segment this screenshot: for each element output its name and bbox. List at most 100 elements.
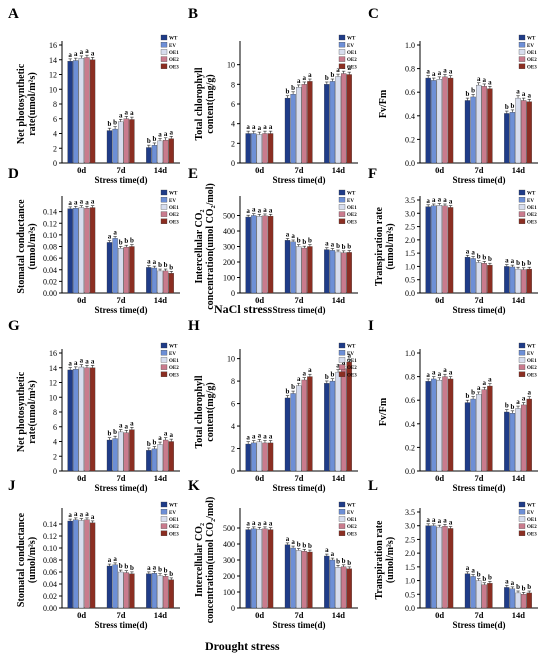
bar-OE2 xyxy=(262,133,268,164)
legend-label: EV xyxy=(347,199,354,204)
x-tick-label: 14d xyxy=(154,165,168,175)
legend-swatch xyxy=(160,63,168,69)
bar-OE1 xyxy=(78,58,85,164)
y-axis-label-line: rate(umol/m²s) xyxy=(27,72,38,136)
significance-letter: a xyxy=(74,359,78,367)
significance-letter: b xyxy=(152,439,156,447)
y-tick-label: 400 xyxy=(223,540,235,549)
bar-EV xyxy=(73,519,79,609)
bar-OE1 xyxy=(436,526,443,609)
legend-swatch xyxy=(518,211,526,217)
x-tick-label: 7d xyxy=(475,473,484,483)
significance-letter: a xyxy=(269,123,273,131)
y-tick-label: 0.12 xyxy=(43,219,57,228)
legend-swatch xyxy=(160,211,168,217)
bar-OE1 xyxy=(296,246,302,294)
bar-EV xyxy=(509,588,516,609)
significance-letter: a xyxy=(291,232,295,240)
legend-label: OE2 xyxy=(527,366,537,371)
bar-WT xyxy=(504,587,510,609)
bar-OE1 xyxy=(335,567,341,609)
bar-OE3 xyxy=(267,133,274,164)
legend-label: OE3 xyxy=(347,373,357,378)
bar-OE2 xyxy=(262,215,268,294)
x-axis-label: Stress time(d) xyxy=(94,483,147,493)
significance-letter: a xyxy=(347,64,351,72)
legend-label: OE3 xyxy=(347,65,357,70)
bar-OE3 xyxy=(168,441,174,472)
significance-letter: a xyxy=(258,206,262,214)
bar-WT xyxy=(504,113,510,164)
y-tick-label: 10 xyxy=(49,393,57,402)
legend-swatch xyxy=(160,189,168,196)
bar-WT xyxy=(67,369,73,472)
y-axis-label-line: Stomatal conductance xyxy=(16,199,27,294)
y-tick-label: 0.5 xyxy=(405,590,415,599)
legend-swatch xyxy=(338,501,346,508)
y-axis-label-line: concentration(umol CO₂/mol) xyxy=(205,497,216,624)
significance-letter: b xyxy=(527,259,531,267)
legend-swatch xyxy=(160,342,168,349)
panel-A: A 0 2 4 6 8 10 12 14 16 Net photosyntheticrate(umo… xyxy=(8,6,180,185)
y-axis-label: Transpiration rate(umol/m²s) xyxy=(374,520,396,600)
bar-EV xyxy=(470,258,476,294)
bar-EV xyxy=(251,528,257,609)
bar-OE2 xyxy=(442,526,448,609)
legend-swatch xyxy=(338,218,346,224)
bar-OE1 xyxy=(118,571,124,609)
y-axis-label-line: content(mg/g) xyxy=(205,382,216,441)
bar-EV xyxy=(112,564,118,609)
y-tick-label: 4 xyxy=(231,422,235,431)
significance-letter: b xyxy=(488,573,492,581)
significance-letter: a xyxy=(516,88,520,96)
significance-letter: a xyxy=(269,520,273,528)
x-tick-label: 0d xyxy=(255,165,264,175)
significance-letter: a xyxy=(449,198,453,206)
bar-EV xyxy=(112,128,118,164)
bar-OE3 xyxy=(526,398,532,472)
y-tick-label: 0.0 xyxy=(405,159,415,168)
significance-letter: a xyxy=(74,50,78,58)
legend-swatch xyxy=(338,189,346,196)
significance-letter: a xyxy=(153,258,157,266)
significance-letter: a xyxy=(246,123,250,131)
significance-letter: a xyxy=(74,198,78,206)
bar-OE3 xyxy=(487,385,493,472)
y-tick-label: 0.14 xyxy=(43,208,57,217)
bar-OE2 xyxy=(301,247,307,294)
legend-swatch xyxy=(338,530,346,536)
legend-swatch xyxy=(518,218,526,224)
x-axis-label: Stress time(d) xyxy=(452,483,505,493)
significance-letter: a xyxy=(426,68,430,76)
legend-label: OE1 xyxy=(527,359,537,364)
legend-swatch xyxy=(338,516,346,522)
bar-OE1 xyxy=(157,270,163,294)
y-tick-label: 16 xyxy=(49,41,57,50)
significance-letter: b xyxy=(477,253,481,261)
y-tick-label: 4 xyxy=(231,120,235,129)
panel-G: G 0 2 4 6 8 10 12 14 16 Net photosyntheticrate(umo… xyxy=(8,318,180,493)
significance-letter: a xyxy=(113,229,117,237)
x-axis-label: Stress time(d) xyxy=(94,305,147,315)
y-tick-label: 0.4 xyxy=(405,112,415,121)
significance-letter: b xyxy=(471,389,475,397)
legend-swatch xyxy=(518,34,526,41)
bar-EV xyxy=(329,380,336,472)
significance-letter: a xyxy=(438,195,442,203)
bar-WT xyxy=(324,555,330,609)
significance-letter: b xyxy=(158,261,162,269)
bar-OE1 xyxy=(157,575,163,609)
legend-label: EV xyxy=(347,44,354,49)
bar-OE2 xyxy=(481,86,487,164)
significance-letter: a xyxy=(113,555,117,563)
legend-swatch xyxy=(160,501,168,508)
significance-letter: a xyxy=(308,366,312,374)
y-tick-label: 0.14 xyxy=(43,520,57,529)
significance-letter: b xyxy=(482,575,486,583)
legend-label: OE2 xyxy=(169,58,179,63)
significance-letter: a xyxy=(432,70,436,78)
x-axis-label: Stress time(d) xyxy=(272,483,325,493)
significance-letter: a xyxy=(325,240,329,248)
legend-swatch xyxy=(338,350,346,356)
